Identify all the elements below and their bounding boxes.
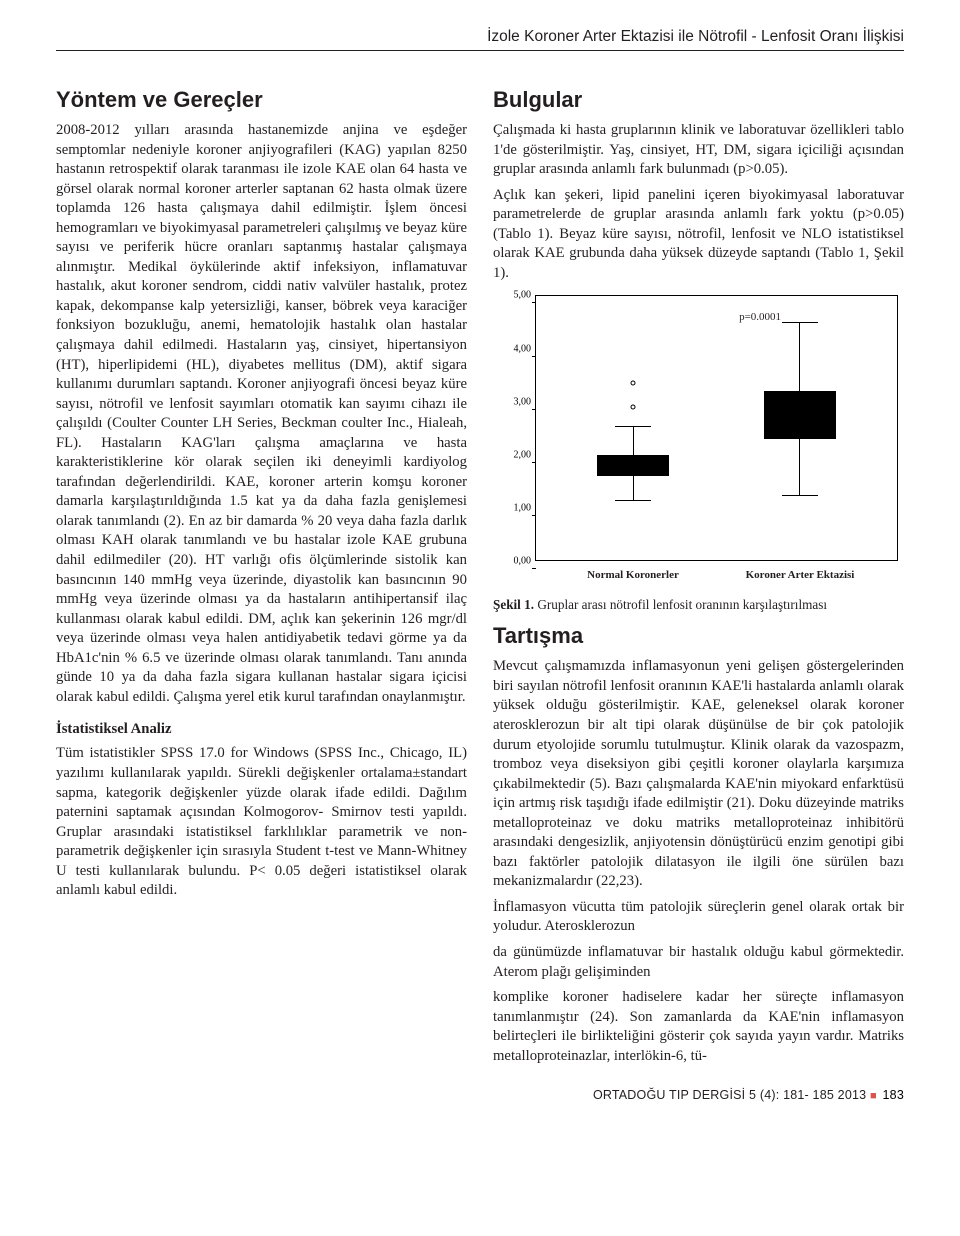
- left-column: Yöntem ve Gereçler 2008-2012 yılları ara…: [56, 85, 467, 1066]
- y-tick-mark: [532, 409, 536, 410]
- discussion-heading: Tartışma: [493, 623, 904, 649]
- figure-1-caption-text: Gruplar arası nötrofil lenfosit oranının…: [534, 597, 827, 612]
- median-line: [764, 414, 837, 416]
- discussion-p2: da günümüzde inflamatuvar bir hastalık o…: [493, 943, 904, 982]
- whisker-cap: [782, 495, 818, 496]
- two-column-layout: Yöntem ve Gereçler 2008-2012 yılları ara…: [56, 85, 904, 1066]
- y-tick-mark: [532, 568, 536, 569]
- whisker: [799, 439, 800, 495]
- y-tick-mark: [532, 515, 536, 516]
- y-tick-label: 5,00: [505, 290, 531, 301]
- y-tick-label: 0,00: [505, 556, 531, 567]
- footer-separator-icon: ■: [870, 1090, 877, 1102]
- discussion-p3: komplike koroner hadiselere kadar her sü…: [493, 988, 904, 1066]
- y-tick-mark: [532, 356, 536, 357]
- x-category-label: Normal Koronerler: [587, 569, 679, 581]
- x-category-label: Koroner Arter Ektazisi: [746, 569, 855, 581]
- boxplot: 0,00 1,00 2,00 3,00 4,00 5,00 Normal Koronerle…: [493, 289, 904, 589]
- outlier-marker: [631, 381, 636, 386]
- results-p1: Açlık kan şekeri, lipid panelini içeren …: [493, 186, 904, 284]
- stats-subheading: İstatistiksel Analiz: [56, 721, 467, 738]
- figure-1-caption-label: Şekil 1.: [493, 597, 534, 612]
- results-heading: Bulgular: [493, 87, 904, 113]
- stats-body: Tüm istatistikler SPSS 17.0 for Windows …: [56, 744, 467, 900]
- figure-1-caption: Şekil 1. Gruplar arası nötrofil lenfosit…: [493, 597, 904, 613]
- y-tick-label: 3,00: [505, 396, 531, 407]
- footer-page-number: 183: [883, 1088, 904, 1102]
- whisker-cap: [782, 322, 818, 323]
- running-head: İzole Koroner Arter Ektazisi ile Nötrofi…: [56, 28, 904, 46]
- whisker: [633, 426, 634, 455]
- discussion-p0: Mevcut çalışmamızda inflamasyonun yeni g…: [493, 657, 904, 892]
- stats-paragraph: Tüm istatistikler SPSS 17.0 for Windows …: [56, 744, 467, 900]
- y-tick-label: 4,00: [505, 343, 531, 354]
- y-tick-label: 2,00: [505, 449, 531, 460]
- plot-frame: [535, 295, 898, 561]
- discussion-p1: İnflamasyon vücutta tüm patolojik süreçl…: [493, 898, 904, 937]
- y-tick-label: 1,00: [505, 503, 531, 514]
- header-rule: [56, 50, 904, 51]
- methods-heading: Yöntem ve Gereçler: [56, 87, 467, 113]
- y-tick-mark: [532, 302, 536, 303]
- footer-journal: ORTADOĞU TIP DERGİSİ 5 (4): 181- 185 201…: [593, 1088, 866, 1102]
- whisker: [799, 322, 800, 391]
- whisker-cap: [615, 426, 651, 427]
- outlier-marker: [631, 405, 636, 410]
- right-column: Bulgular Çalışmada ki hasta gruplarının …: [493, 85, 904, 1066]
- discussion-body: Mevcut çalışmamızda inflamasyonun yeni g…: [493, 657, 904, 1066]
- methods-paragraph: 2008-2012 yılları arasında hastanemizde …: [56, 121, 467, 707]
- median-line: [597, 465, 670, 467]
- results-p0: Çalışmada ki hasta gruplarının klinik ve…: [493, 121, 904, 180]
- page-footer: ORTADOĞU TIP DERGİSİ 5 (4): 181- 185 201…: [56, 1088, 904, 1102]
- p-value-label: p=0.0001: [739, 311, 781, 323]
- methods-body: 2008-2012 yılları arasında hastanemizde …: [56, 121, 467, 707]
- whisker: [633, 476, 634, 500]
- figure-1: 0,00 1,00 2,00 3,00 4,00 5,00 Normal Koronerle…: [493, 289, 904, 589]
- y-tick-mark: [532, 462, 536, 463]
- results-body: Çalışmada ki hasta gruplarının klinik ve…: [493, 121, 904, 283]
- page: İzole Koroner Arter Ektazisi ile Nötrofi…: [0, 0, 960, 1130]
- whisker-cap: [615, 500, 651, 501]
